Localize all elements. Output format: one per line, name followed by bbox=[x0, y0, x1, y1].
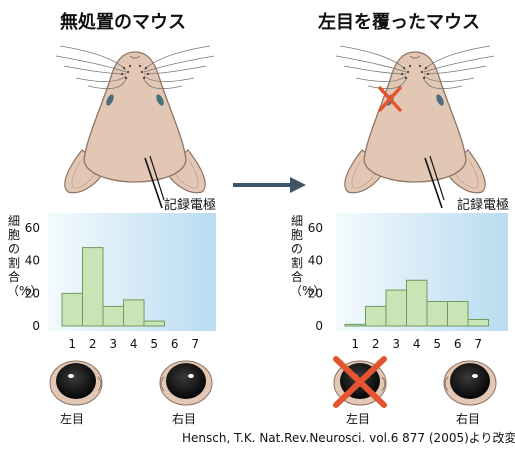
y-tick-label: 0 bbox=[32, 319, 40, 333]
x-tick-label: 6 bbox=[171, 337, 179, 351]
electrode-label-untreated: 記録電極 bbox=[164, 198, 217, 213]
electrode-icon bbox=[144, 157, 163, 209]
y-tick-label: 0 bbox=[315, 319, 323, 333]
mouse-eye-icon bbox=[156, 94, 164, 106]
x-tick-label: 3 bbox=[109, 337, 117, 351]
x-tick-label: 4 bbox=[413, 337, 421, 351]
histogram-bar bbox=[385, 289, 407, 327]
head-outline bbox=[83, 51, 187, 183]
x-tick-label: 4 bbox=[130, 337, 138, 351]
panel-title-occluded: 左目を覆ったマウス bbox=[318, 12, 480, 33]
x-tick-label: 7 bbox=[191, 337, 199, 351]
x-tick-label: 6 bbox=[454, 337, 462, 351]
arrow-right-icon bbox=[233, 177, 306, 193]
head-outline bbox=[363, 51, 467, 183]
x-tick-label: 5 bbox=[433, 337, 441, 351]
histogram-bar bbox=[406, 279, 428, 327]
left-eye-label-occluded: 左目 bbox=[346, 412, 371, 426]
x-tick-label: 2 bbox=[372, 337, 380, 351]
y-tick-label: 60 bbox=[308, 221, 323, 235]
histogram-untreated: 0 20 40 60 1 2 3 4 5 6 7 bbox=[25, 213, 216, 351]
histogram-bar bbox=[365, 305, 387, 327]
histogram-bar bbox=[102, 305, 124, 327]
left-eye-label-untreated: 左目 bbox=[60, 412, 85, 426]
cross-icon bbox=[378, 86, 402, 112]
histogram-bar bbox=[61, 292, 83, 327]
x-tick-label: 5 bbox=[150, 337, 158, 351]
cross-icon bbox=[333, 356, 387, 408]
y-tick-label: 40 bbox=[25, 254, 40, 268]
eye-icon bbox=[159, 360, 213, 406]
mouse-head-icon bbox=[335, 45, 495, 209]
x-tick-label: 1 bbox=[68, 337, 76, 351]
mouse-eye-icon bbox=[436, 94, 444, 106]
histogram-bar bbox=[123, 299, 145, 327]
electrode-icon bbox=[424, 157, 443, 209]
eye-icon bbox=[333, 356, 387, 408]
right-eye-label-occluded: 右目 bbox=[456, 412, 481, 426]
y-tick-label: 60 bbox=[25, 221, 40, 235]
electrode-label-occluded: 記録電極 bbox=[457, 198, 510, 213]
citation: Hensch, T.K. Nat.Rev.Neurosci. vol.6 877… bbox=[182, 431, 515, 445]
x-tick-label: 1 bbox=[351, 337, 359, 351]
histogram-bar bbox=[426, 301, 448, 327]
histogram-bar bbox=[82, 247, 104, 327]
histogram-bar bbox=[467, 318, 489, 327]
histogram-bar bbox=[447, 301, 469, 327]
histogram-bar bbox=[344, 323, 366, 327]
x-tick-label: 3 bbox=[392, 337, 400, 351]
mouse-eye-icon bbox=[106, 94, 114, 106]
eyes-row bbox=[49, 356, 497, 408]
x-tick-label: 7 bbox=[474, 337, 482, 351]
histogram-bar bbox=[143, 320, 165, 327]
right-eye-label-untreated: 右目 bbox=[172, 412, 197, 426]
y-tick-label: 20 bbox=[25, 286, 40, 300]
eye-icon bbox=[443, 360, 497, 406]
histogram-occluded: 0 20 40 60 1 2 3 4 5 6 7 bbox=[308, 213, 508, 351]
y-tick-label: 20 bbox=[308, 286, 323, 300]
x-tick-label: 2 bbox=[89, 337, 97, 351]
y-tick-label: 40 bbox=[308, 254, 323, 268]
mouse-head-icon bbox=[55, 45, 215, 209]
eye-icon bbox=[49, 360, 103, 406]
panel-title-untreated: 無処置のマウス bbox=[60, 12, 186, 33]
